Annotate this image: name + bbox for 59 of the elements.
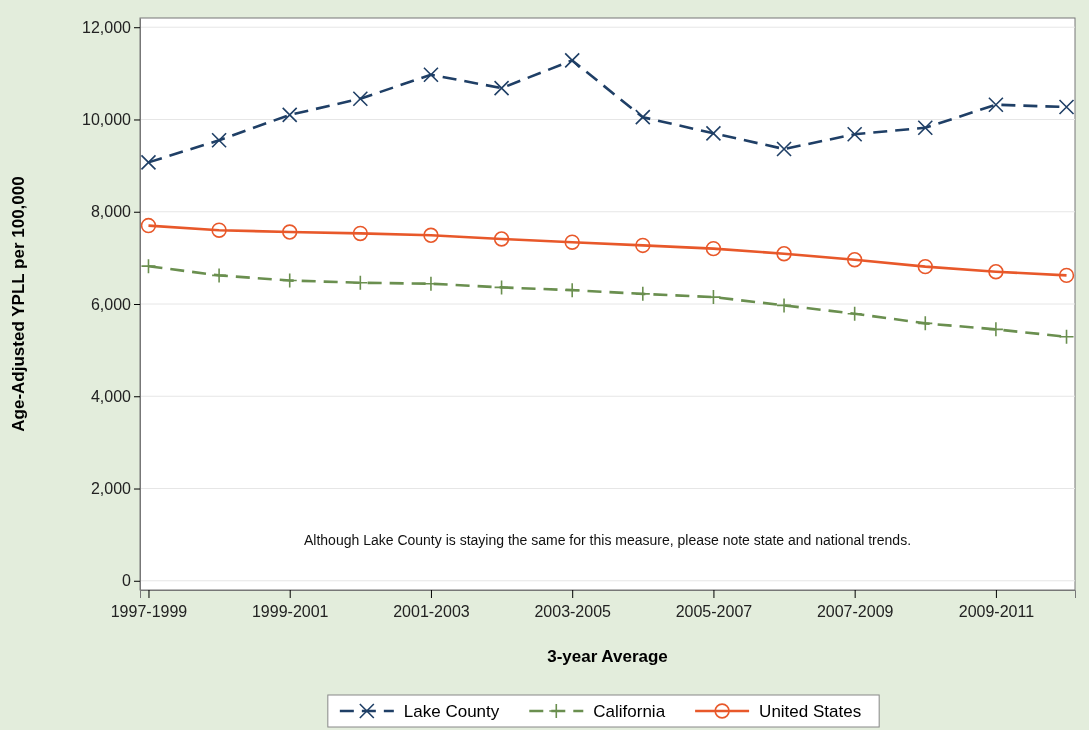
x-tick-label: 2007-2009 xyxy=(816,603,894,620)
x-tick-label: 2003-2005 xyxy=(534,603,612,620)
x-axis-title: 3-year Average xyxy=(547,647,668,666)
point xyxy=(564,52,580,69)
y-tick-label: 8,000 xyxy=(90,203,132,221)
point xyxy=(846,252,863,268)
point xyxy=(211,267,227,284)
point xyxy=(635,237,651,254)
point xyxy=(352,274,369,291)
legend-label: California xyxy=(593,702,666,721)
point xyxy=(281,107,298,123)
x-tick-label: 2005-2007 xyxy=(675,603,753,620)
x-tick-label: 2001-2003 xyxy=(393,603,470,620)
point xyxy=(352,90,369,107)
point xyxy=(140,217,157,234)
x-tick-label: 2009-2011 xyxy=(958,603,1035,620)
point xyxy=(1058,267,1075,284)
point xyxy=(988,321,1004,338)
y-axis-title: Age-Adjusted YPLL per 100,000 xyxy=(9,176,28,432)
y-tick-label: 2,000 xyxy=(90,480,132,498)
point xyxy=(846,305,863,322)
y-tick-label: 0 xyxy=(122,572,132,590)
point xyxy=(917,258,933,275)
point xyxy=(776,246,792,262)
point xyxy=(282,224,298,240)
point xyxy=(352,225,369,242)
y-tick-label: 6,000 xyxy=(90,295,132,313)
point xyxy=(423,227,439,243)
point xyxy=(493,80,510,96)
point xyxy=(635,109,651,125)
x-tick-label: 1999-2001 xyxy=(251,603,329,620)
point xyxy=(988,264,1004,280)
point xyxy=(1058,328,1075,345)
point xyxy=(705,125,722,142)
point xyxy=(564,234,580,250)
point xyxy=(776,141,792,157)
point xyxy=(140,154,157,171)
y-tick-label: 4,000 xyxy=(90,387,132,405)
y-tick-label: 12,000 xyxy=(82,18,132,36)
point xyxy=(493,279,510,296)
point xyxy=(211,132,227,149)
point xyxy=(917,119,934,136)
point xyxy=(493,231,510,247)
point xyxy=(705,240,722,257)
point xyxy=(635,286,651,302)
point xyxy=(846,126,863,143)
annotation: Although Lake County is staying the same for this measure, please note state and national trends. xyxy=(303,532,912,548)
point xyxy=(140,258,157,274)
legend-label: Lake County xyxy=(403,702,500,721)
point xyxy=(281,272,298,289)
x-tick-label: 1997-1999 xyxy=(110,603,188,620)
legend-label: United States xyxy=(759,702,862,721)
y-tick-label: 10,000 xyxy=(82,111,132,129)
point xyxy=(423,66,439,83)
point xyxy=(211,222,227,238)
point xyxy=(917,315,934,332)
point xyxy=(776,297,792,314)
point xyxy=(988,96,1004,113)
point xyxy=(1058,99,1075,115)
